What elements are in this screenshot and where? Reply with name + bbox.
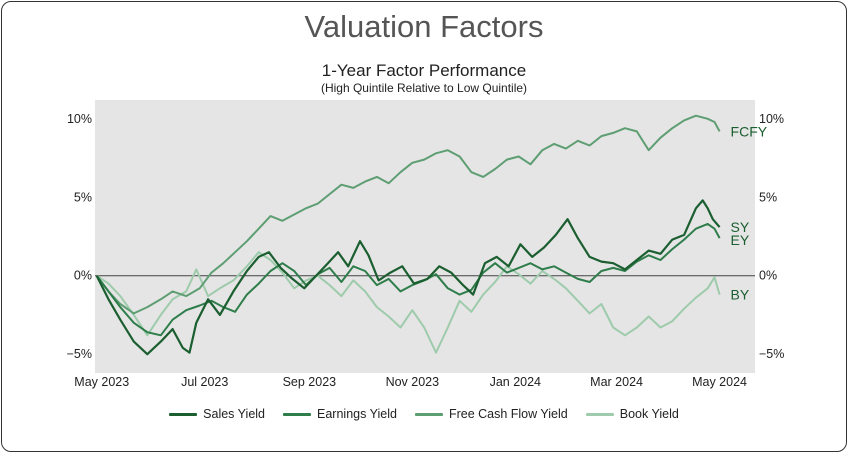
x-tick-label: Jan 2024: [490, 375, 541, 389]
chart-subtitle: (High Quintile Relative to Low Quintile): [320, 81, 528, 95]
legend-swatch: [414, 412, 443, 416]
y-tick-label-left: −5%: [67, 347, 92, 361]
legend-item[interactable]: Book Yield: [585, 407, 679, 421]
x-tick-label: May 2023: [74, 375, 129, 389]
legend-label: Earnings Yield: [317, 407, 397, 421]
x-tick-label: Sep 2023: [283, 375, 337, 389]
y-tick-label-right: 0%: [759, 269, 777, 283]
series-line-by: [96, 251, 721, 354]
end-label-sy: SY: [731, 219, 750, 235]
legend-label: Free Cash Flow Yield: [448, 407, 568, 421]
end-label-ey: EY: [731, 232, 750, 248]
series-line-fcfy: [95, 114, 721, 315]
legend-label: Book Yield: [619, 407, 679, 421]
x-tick-label: Nov 2023: [386, 375, 440, 389]
legend-swatch: [169, 412, 198, 416]
legend-item[interactable]: Sales Yield: [169, 407, 265, 421]
y-tick-label-right: 10%: [759, 112, 784, 126]
page-title: Valuation Factors: [304, 9, 544, 44]
end-label-fcfy: FCFY: [731, 123, 768, 139]
legend-item[interactable]: Earnings Yield: [283, 407, 397, 421]
chart-legend: Sales Yield Earnings Yield Free Cash Flow …: [0, 407, 848, 421]
x-tick-label: Jul 2023: [181, 375, 228, 389]
series-line-sy: [95, 199, 721, 356]
legend-swatch: [585, 412, 614, 416]
y-tick-label-left: 0%: [74, 269, 92, 283]
x-tick-label: May 2024: [692, 375, 747, 389]
chart-title: 1-Year Factor Performance: [321, 61, 527, 80]
end-label-by: BY: [731, 287, 750, 303]
legend-label: Sales Yield: [203, 407, 266, 421]
x-tick-label: Mar 2024: [590, 375, 643, 389]
y-tick-label-right: −5%: [759, 347, 784, 361]
y-tick-label-left: 5%: [74, 190, 92, 204]
y-tick-label-right: 5%: [759, 190, 777, 204]
legend-swatch: [283, 412, 312, 416]
y-tick-label-left: 10%: [67, 112, 92, 126]
legend-item[interactable]: Free Cash Flow Yield: [414, 407, 568, 421]
